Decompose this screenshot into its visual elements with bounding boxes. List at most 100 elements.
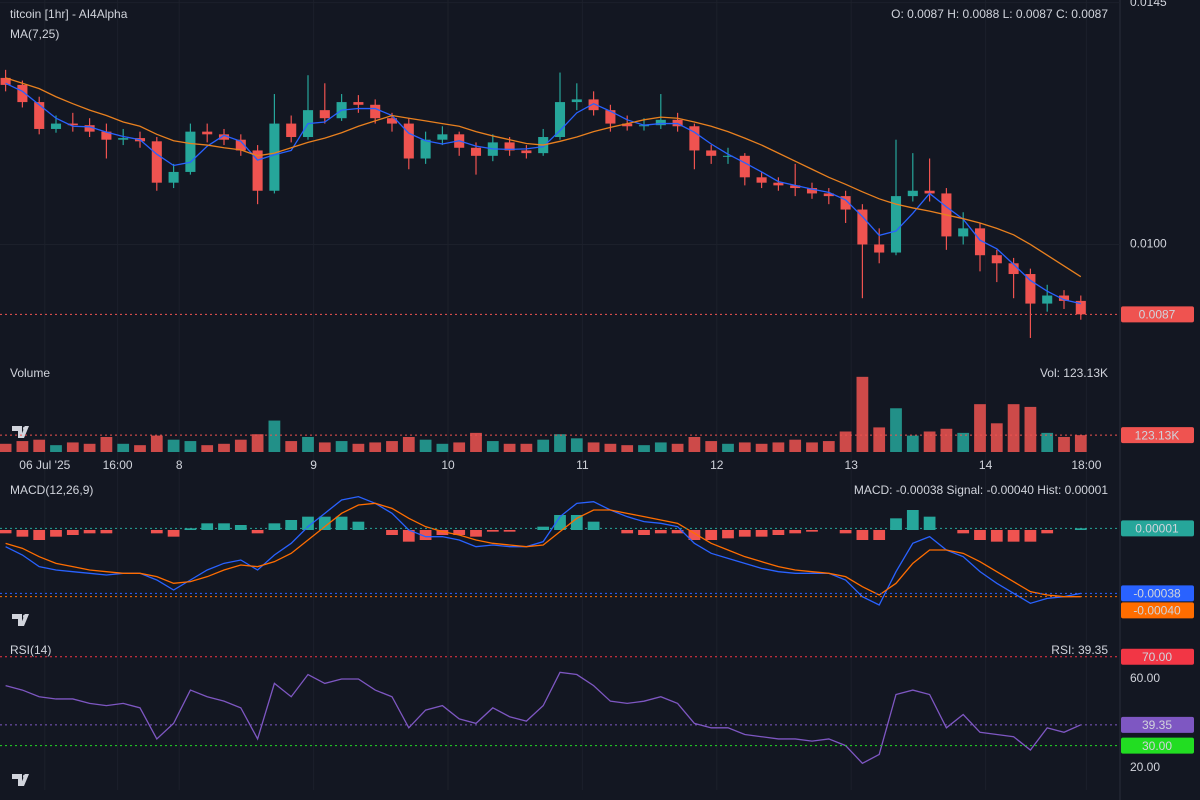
candle-body xyxy=(739,155,750,178)
histogram-bar xyxy=(957,530,970,534)
candle-body xyxy=(588,99,599,111)
histogram-bar xyxy=(486,530,499,532)
histogram-bar xyxy=(16,530,29,537)
histogram-bar xyxy=(722,530,734,539)
badge-label: 70.00 xyxy=(1142,650,1172,664)
candle-body xyxy=(521,150,532,154)
x-tick-label: 11 xyxy=(576,458,589,472)
x-tick-label: 16:00 xyxy=(103,458,133,472)
x-tick-label: 13 xyxy=(845,458,859,472)
histogram-bar xyxy=(806,530,818,532)
candle-body xyxy=(790,185,801,189)
x-tick-label: 10 xyxy=(441,458,455,472)
histogram-bar xyxy=(1041,530,1054,534)
volume-bar xyxy=(184,441,197,452)
candle-body xyxy=(17,84,28,103)
volume-bar xyxy=(470,432,482,452)
volume-bar xyxy=(587,442,600,452)
histogram-bar xyxy=(150,530,163,534)
value-badge xyxy=(1121,585,1194,602)
volume-bar xyxy=(722,443,734,452)
volume-bar xyxy=(66,442,79,452)
candle-body xyxy=(622,123,633,127)
histogram-bar xyxy=(906,510,919,530)
volume-bar xyxy=(755,443,768,452)
histogram-bar xyxy=(705,530,718,540)
candle-body xyxy=(235,139,246,151)
histogram-bar xyxy=(554,515,566,530)
value-badge xyxy=(1121,648,1194,665)
histogram-bar xyxy=(268,523,281,530)
candle-body xyxy=(286,123,297,138)
value-badge xyxy=(1121,520,1194,537)
candle-body xyxy=(722,155,734,157)
volume-bar xyxy=(974,404,986,452)
badge-label: 123.13K xyxy=(1135,428,1180,442)
volume-bar xyxy=(100,436,113,452)
tv-logo xyxy=(12,614,29,626)
histogram-bar xyxy=(621,530,634,534)
candle-body xyxy=(151,141,162,183)
candle-body xyxy=(218,134,230,140)
volume-bar xyxy=(520,443,533,452)
histogram-bar xyxy=(688,530,701,540)
volume-bar xyxy=(419,439,432,452)
badge-label: -0.00040 xyxy=(1133,604,1181,618)
volume-bar xyxy=(0,443,12,452)
candle-body xyxy=(974,228,986,256)
candle-body xyxy=(773,182,784,186)
volume-bar xyxy=(134,445,146,452)
badge-label: 0.00001 xyxy=(1135,522,1179,536)
candle-body xyxy=(202,131,213,135)
pane-legend: MACD: -0.00038 Signal: -0.00040 Hist: 0.… xyxy=(854,483,1108,497)
volume-bar xyxy=(738,442,751,452)
candle-body xyxy=(1025,274,1036,304)
value-badge xyxy=(1121,306,1194,323)
x-tick-label: 18:00 xyxy=(1071,458,1101,472)
histogram-bar xyxy=(302,516,314,530)
histogram-bar xyxy=(335,516,348,530)
histogram-bar xyxy=(856,530,869,540)
volume-bar xyxy=(234,439,247,452)
candle-body xyxy=(907,190,918,197)
histogram-bar xyxy=(318,516,331,530)
histogram-bar xyxy=(83,530,96,534)
histogram-bar xyxy=(33,530,46,540)
candle-body xyxy=(185,131,196,172)
pane-title: RSI(14) xyxy=(10,643,51,657)
volume-bar xyxy=(856,376,869,452)
volume-bar xyxy=(604,443,617,452)
candle-body xyxy=(420,139,431,159)
volume-bar xyxy=(890,408,902,452)
volume-bar xyxy=(822,441,835,452)
volume-bar xyxy=(33,439,46,452)
candle-body xyxy=(34,102,45,129)
candle-body xyxy=(874,244,885,253)
histogram-bar xyxy=(1074,528,1087,530)
histogram-bar xyxy=(184,528,197,530)
pane-legend: O: 0.0087 H: 0.0088 L: 0.0087 C: 0.0087 xyxy=(891,7,1108,21)
volume-bar xyxy=(638,445,650,452)
volume-bar xyxy=(150,435,163,452)
candle-body xyxy=(403,123,414,159)
histogram-bar xyxy=(453,530,466,535)
volume-bar xyxy=(386,441,398,452)
pane-legend: Vol: 123.13K xyxy=(1040,366,1108,380)
volume-bar xyxy=(285,441,298,452)
volume-bar xyxy=(839,431,852,452)
badge-label: 0.0087 xyxy=(1139,308,1176,322)
volume-bar xyxy=(268,420,281,452)
histogram-bar xyxy=(1007,530,1020,542)
volume-bar xyxy=(352,443,365,452)
candle-body xyxy=(1075,300,1086,315)
volume-bar xyxy=(1041,432,1054,452)
pane-title: Volume xyxy=(10,366,50,380)
candle-body xyxy=(554,102,566,138)
volume-bar xyxy=(906,435,919,452)
histogram-bar xyxy=(990,530,1003,542)
candle-body xyxy=(605,110,616,124)
volume-bar xyxy=(486,441,499,452)
y-tick-label: 0.0100 xyxy=(1130,237,1167,251)
volume-bar xyxy=(537,439,550,452)
